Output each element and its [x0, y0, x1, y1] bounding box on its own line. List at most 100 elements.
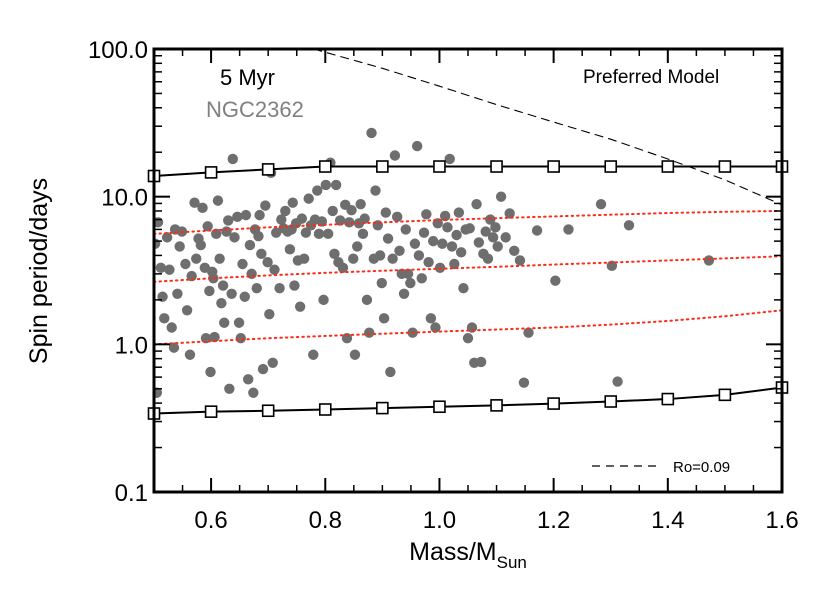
x-axis-title-subscript: Sun — [497, 553, 527, 572]
data-point — [355, 198, 366, 210]
data-point — [485, 214, 496, 225]
data-layer — [154, 49, 782, 415]
data-point — [256, 248, 267, 260]
line-marker-square — [547, 397, 560, 410]
data-point — [606, 260, 618, 272]
data-point — [402, 268, 414, 280]
data-point — [449, 258, 460, 270]
data-point — [334, 215, 346, 226]
data-point — [219, 317, 230, 328]
data-point — [260, 200, 271, 211]
line-marker-square — [318, 403, 332, 416]
data-point — [244, 239, 256, 251]
data-point — [267, 357, 278, 368]
x-tick-label: 1.2 — [537, 507, 570, 534]
data-point — [380, 207, 391, 218]
data-point — [492, 241, 503, 252]
y-tick-label: 1.0 — [115, 332, 148, 359]
data-point — [318, 294, 329, 306]
data-point — [294, 301, 306, 312]
data-point — [411, 140, 423, 152]
data-point — [352, 241, 363, 252]
series-line-dotted — [154, 209, 782, 235]
data-point — [509, 245, 520, 256]
data-point — [337, 262, 349, 273]
data-point — [458, 282, 469, 294]
line-marker-square — [261, 163, 275, 176]
data-point — [322, 228, 334, 240]
line-marker-square — [661, 160, 675, 173]
data-point — [300, 227, 312, 238]
x-tick-label: 1.4 — [651, 507, 684, 534]
tick-layer: 0.6 0.8 1.0 1.2 1.4 1.6 0.1 1.0 10.0 100.0 — [88, 37, 799, 534]
age-label: 5 Myr — [220, 65, 275, 90]
line-marker-square — [204, 166, 218, 179]
data-point — [226, 288, 237, 299]
x-tick-label: 0.6 — [194, 507, 227, 534]
data-point — [344, 217, 355, 228]
data-point — [209, 331, 220, 343]
data-point — [237, 258, 248, 270]
data-point — [455, 247, 467, 258]
data-point — [473, 237, 485, 248]
data-point — [154, 387, 163, 398]
data-point — [425, 313, 437, 324]
data-point — [487, 232, 499, 243]
data-point — [287, 197, 298, 208]
data-point — [161, 232, 173, 243]
data-point — [518, 377, 530, 388]
x-tick-label: 1.0 — [423, 507, 456, 534]
data-point — [164, 264, 175, 275]
data-point — [197, 202, 208, 214]
data-point — [595, 198, 607, 210]
data-point — [276, 214, 287, 225]
data-point — [378, 313, 390, 324]
data-point — [370, 185, 381, 196]
legend-ro-label: Ro=0.09 — [673, 459, 730, 476]
data-point — [430, 322, 441, 333]
data-point — [224, 383, 235, 394]
data-point — [280, 205, 291, 217]
data-point — [357, 228, 369, 240]
data-point — [274, 282, 285, 294]
data-point — [227, 153, 238, 165]
data-point — [500, 232, 511, 243]
data-point — [442, 222, 453, 233]
data-point — [312, 185, 323, 196]
data-point — [240, 209, 252, 221]
data-point — [320, 179, 332, 191]
data-point — [439, 210, 451, 222]
data-point — [246, 268, 257, 280]
data-point — [212, 195, 224, 206]
data-point — [269, 264, 280, 275]
data-point — [262, 256, 273, 268]
data-point — [550, 275, 561, 286]
data-point — [462, 333, 474, 344]
data-point — [217, 280, 229, 291]
data-point — [495, 191, 507, 202]
data-point — [341, 333, 353, 344]
data-point — [416, 273, 427, 284]
data-point — [405, 277, 416, 289]
data-point — [531, 225, 543, 236]
data-point — [221, 226, 232, 237]
data-point — [409, 238, 421, 249]
data-point — [184, 349, 196, 360]
data-point — [346, 204, 357, 216]
data-point — [313, 228, 325, 240]
line-marker-square — [490, 160, 503, 173]
data-point — [172, 288, 183, 299]
data-point — [248, 387, 259, 398]
line-marker-square — [204, 405, 218, 418]
series-line-solid — [154, 165, 782, 178]
data-point — [223, 215, 234, 226]
data-point — [166, 322, 177, 333]
model-label: Preferred Model — [583, 67, 719, 88]
data-point — [444, 153, 455, 165]
data-point — [202, 221, 213, 232]
data-point — [385, 366, 396, 378]
data-point — [475, 356, 487, 368]
data-point — [195, 239, 207, 251]
data-point — [329, 248, 340, 260]
